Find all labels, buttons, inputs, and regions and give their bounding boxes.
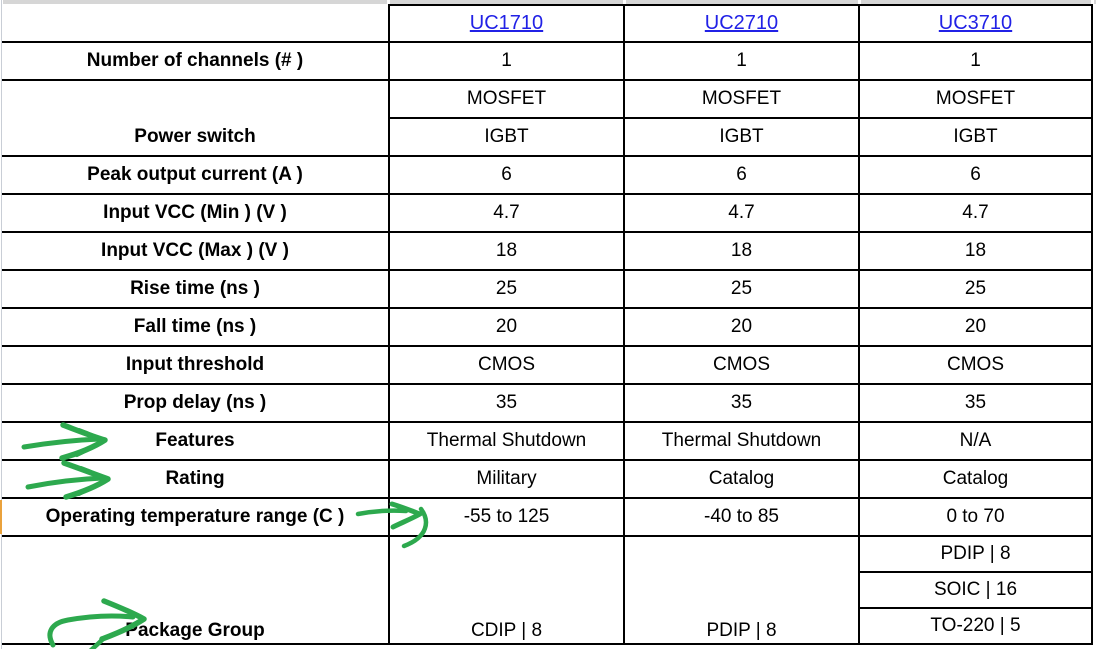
row-label-features: Features [2,421,390,461]
table-row: Peak output current (A ) 6 6 6 [2,155,1093,195]
table-row: Input VCC (Max ) (V ) 18 18 18 [2,231,1093,271]
corner-blank-cell [2,5,390,43]
product-header-uc3710: UC3710 [858,4,1093,43]
cell-optemp-uc3710: 0 to 70 [858,497,1093,537]
cell-mosfet-uc3710: MOSFET [858,79,1093,119]
table-row: Rating Military Catalog Catalog [2,459,1093,499]
cell-threshold-uc3710: CMOS [858,345,1093,385]
cell-vccmax-uc1710: 18 [388,231,625,271]
gridline-notch [1091,0,1094,4]
cell-features-uc3710: N/A [858,421,1093,461]
row-label-peak-current: Peak output current (A ) [2,155,390,195]
cell-peak-uc1710: 6 [388,155,625,195]
cell-prop-uc2710: 35 [623,383,860,423]
cell-rise-uc2710: 25 [623,269,860,309]
cell-fall-uc3710: 20 [858,307,1093,347]
cell-channels-uc2710: 1 [623,41,860,81]
cell-rating-uc1710: Military [388,459,625,499]
spreadsheet-left-gridline [1,0,2,649]
row-label-fall-time: Fall time (ns ) [2,307,390,347]
table-row: Fall time (ns ) 20 20 20 [2,307,1093,347]
row-label-operating-temp: Operating temperature range (C ) [2,497,390,537]
row-label-vcc-min: Input VCC (Min ) (V ) [2,193,390,233]
cell-package-uc3710-soic: SOIC | 16 [858,571,1093,609]
table-row: Package Group CDIP | 8 PDIP | 8 PDIP | 8 [2,535,1093,645]
cell-rise-uc1710: 25 [388,269,625,309]
cell-vccmin-uc3710: 4.7 [858,193,1093,233]
gridline-notch [858,0,861,4]
gridline-notch [387,0,390,4]
cell-threshold-uc1710: CMOS [388,345,625,385]
cell-peak-uc2710: 6 [623,155,860,195]
spreadsheet-top-gridline [3,0,1096,4]
cell-vccmin-uc2710: 4.7 [623,193,860,233]
cell-vccmin-uc1710: 4.7 [388,193,625,233]
cell-package-uc1710: CDIP | 8 [388,535,625,645]
cell-package-uc2710: PDIP | 8 [623,535,860,645]
cell-optemp-uc2710: -40 to 85 [623,497,860,537]
row-label-channels: Number of channels (# ) [2,41,390,81]
table-row: Rise time (ns ) 25 25 25 [2,269,1093,309]
cell-rating-uc2710: Catalog [623,459,860,499]
cell-prop-uc3710: 35 [858,383,1093,423]
product-header-uc2710: UC2710 [623,4,860,43]
cell-fall-uc2710: 20 [623,307,860,347]
table-row: Input VCC (Min ) (V ) 4.7 4.7 4.7 [2,193,1093,233]
cell-mosfet-uc1710: MOSFET [388,79,625,119]
cell-vccmax-uc2710: 18 [623,231,860,271]
table-row: Operating temperature range (C ) -55 to … [2,497,1093,537]
row-label-rise-time: Rise time (ns ) [2,269,390,309]
cell-igbt-uc1710: IGBT [388,117,625,157]
gridline-notch [623,0,626,4]
cell-features-uc2710: Thermal Shutdown [623,421,860,461]
cell-vccmax-uc3710: 18 [858,231,1093,271]
cell-channels-uc3710: 1 [858,41,1093,81]
table-row: TO-220 | 5 [2,607,1093,645]
ic-comparison-table: UC1710 UC2710 UC3710 Number of channels … [2,4,1093,645]
header-row: UC1710 UC2710 UC3710 [2,4,1093,43]
cell-peak-uc3710: 6 [858,155,1093,195]
row-label-input-threshold: Input threshold [2,345,390,385]
cell-mosfet-uc2710: MOSFET [623,79,860,119]
table-row: Power switch MOSFET MOSFET MOSFET [2,79,1093,157]
cell-rating-uc3710: Catalog [858,459,1093,499]
table-row: SOIC | 16 [2,571,1093,609]
row-label-power-switch: Power switch [2,79,390,157]
row-label-prop-delay: Prop delay (ns ) [2,383,390,423]
table-row: Features Thermal Shutdown Thermal Shutdo… [2,421,1093,461]
row-label-rating: Rating [2,459,390,499]
table-row: Prop delay (ns ) 35 35 35 [2,383,1093,423]
row-label-package-group: Package Group [2,535,390,645]
cell-features-uc1710: Thermal Shutdown [388,421,625,461]
table-row: Number of channels (# ) 1 1 1 [2,41,1093,81]
cell-package-uc3710-pdip: PDIP | 8 [858,535,1093,573]
cell-channels-uc1710: 1 [388,41,625,81]
table-row: Input threshold CMOS CMOS CMOS [2,345,1093,385]
cell-igbt-uc3710: IGBT [858,117,1093,157]
table-row: IGBT IGBT IGBT [2,117,1093,157]
cell-rise-uc3710: 25 [858,269,1093,309]
cell-threshold-uc2710: CMOS [623,345,860,385]
product-header-uc1710: UC1710 [388,4,625,43]
cell-prop-uc1710: 35 [388,383,625,423]
uc3710-link[interactable]: UC3710 [938,12,1013,34]
uc1710-link[interactable]: UC1710 [469,12,544,34]
uc2710-link[interactable]: UC2710 [704,12,779,34]
cell-fall-uc1710: 20 [388,307,625,347]
cell-igbt-uc2710: IGBT [623,117,860,157]
row-label-vcc-max: Input VCC (Max ) (V ) [2,231,390,271]
cell-package-uc3710-to220: TO-220 | 5 [858,607,1093,645]
row-highlight-marker [0,500,3,534]
cell-optemp-uc1710: -55 to 125 [388,497,625,537]
